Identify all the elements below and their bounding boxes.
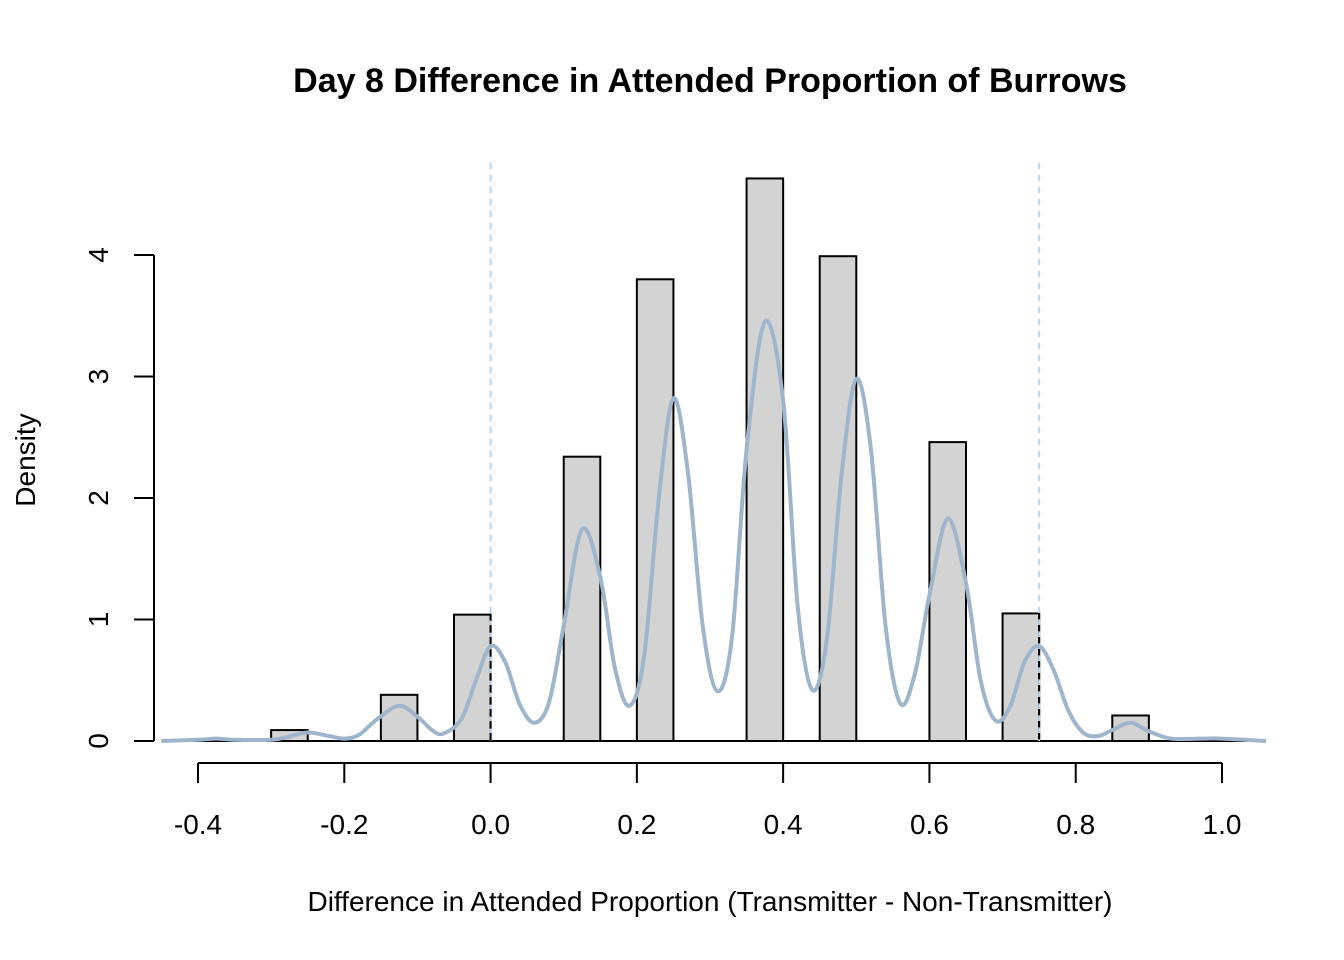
x-tick-label-5: 0.6	[910, 809, 949, 840]
y-tick-label-3: 3	[83, 369, 114, 385]
x-tick-label-7: 1.0	[1203, 809, 1242, 840]
x-tick-label-2: 0.0	[471, 809, 510, 840]
x-tick-label-3: 0.2	[617, 809, 656, 840]
histogram-bar-3	[562, 455, 602, 742]
histogram-bar-7	[928, 441, 968, 742]
x-tick-label-4: 0.4	[764, 809, 803, 840]
y-tick-label-2: 2	[83, 490, 114, 506]
y-tick-label-1: 1	[83, 612, 114, 628]
histogram-bar-1	[379, 693, 419, 743]
y-tick-label-4: 4	[83, 247, 114, 263]
x-tick-label-1: -0.2	[320, 809, 368, 840]
y-axis: 0 1 2 3 4	[83, 247, 155, 749]
x-axis: -0.4 -0.2 0.0 0.2 0.4 0.6 0.8 1.0	[174, 762, 1242, 840]
x-tick-label-0: -0.4	[174, 809, 222, 840]
chart-title: Day 8 Difference in Attended Proportion …	[293, 62, 1127, 100]
x-tick-label-6: 0.8	[1056, 809, 1095, 840]
y-tick-label-0: 0	[83, 733, 114, 749]
density-curve	[161, 318, 1267, 743]
x-axis-label: Difference in Attended Proportion (Trans…	[307, 886, 1112, 917]
plot-area	[161, 163, 1267, 743]
histogram-bar-5	[745, 177, 785, 742]
y-axis-label: Density	[10, 413, 41, 506]
